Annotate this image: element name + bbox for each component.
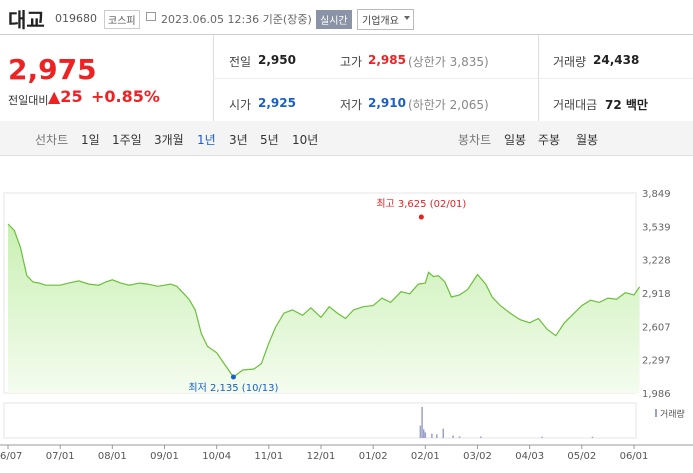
volume-frame bbox=[3, 402, 637, 439]
compare-label: 전일대비 bbox=[8, 94, 49, 107]
calendar-icon bbox=[146, 12, 156, 21]
chart-marks: 최고 3,625 (02/01) 최저 2,135 (10/13) bbox=[188, 198, 466, 394]
change-amount: ▲25 bbox=[48, 87, 83, 106]
volume-bar bbox=[424, 432, 427, 438]
price-summary: 2,975 전일대비 ▲25 +0.85% 전일 2,950 고가 2,985 … bbox=[0, 34, 693, 122]
stock-code: 019680 bbox=[55, 12, 97, 25]
low-label: 저가 bbox=[340, 98, 363, 112]
stock-header: 대교 019680 코스피 2023.06.05 12:36 기준(장중) 실시… bbox=[0, 0, 693, 34]
upper-limit: (상한가 3,835) bbox=[408, 55, 489, 69]
price-area bbox=[8, 224, 640, 393]
price-chart: 최고 3,625 (02/01)최저 2,135 (10/13) 3,8493,… bbox=[0, 189, 693, 462]
tab-daily[interactable]: 일봉 bbox=[504, 133, 527, 147]
tab-5y[interactable]: 5년 bbox=[260, 133, 279, 147]
volume-legend-label: 거래량 bbox=[660, 408, 685, 420]
timestamp: 2023.06.05 12:36 기준(장중) bbox=[161, 13, 312, 26]
volume-bar bbox=[431, 433, 433, 438]
x-tick-label: 06/01 bbox=[620, 451, 649, 462]
open-value: 2,925 bbox=[258, 96, 296, 110]
company-info-dropdown[interactable]: 기업개요 bbox=[357, 9, 414, 30]
x-tick-label: 03/02 bbox=[463, 451, 492, 462]
low-point-marker bbox=[230, 374, 236, 380]
x-tick-label: 05/02 bbox=[567, 451, 596, 462]
volume-label: 거래량 bbox=[553, 55, 587, 69]
y-tick-label: 3,228 bbox=[642, 256, 671, 267]
volume-value: 24,438 bbox=[593, 53, 640, 67]
y-tick-label: 2,918 bbox=[642, 289, 671, 300]
chart-tabs: 선차트 1일 1주일 3개월 1년 3년 5년 10년 봉차트 일봉 주봉 월봉 bbox=[0, 121, 693, 156]
volume-bar bbox=[591, 436, 594, 438]
x-tick-label: 04/03 bbox=[515, 451, 544, 462]
high-label: 고가 bbox=[340, 55, 363, 69]
x-tick-label: 07/01 bbox=[46, 451, 75, 462]
volume-bars: 거래량 bbox=[419, 407, 685, 438]
prev-close-label: 전일 bbox=[229, 55, 252, 69]
open-label: 시가 bbox=[229, 98, 252, 112]
candle-chart-label: 봉차트 bbox=[458, 133, 492, 147]
volume-bar bbox=[442, 428, 445, 438]
y-tick-label: 3,539 bbox=[642, 222, 671, 233]
x-tick-label: 11/01 bbox=[254, 451, 283, 462]
y-tick-label: 3,849 bbox=[642, 189, 671, 200]
tab-3m[interactable]: 3개월 bbox=[154, 133, 184, 147]
x-tick-label: 09/01 bbox=[150, 451, 179, 462]
lower-limit: (하한가 2,065) bbox=[408, 98, 489, 112]
realtime-button[interactable]: 실시간 bbox=[316, 10, 352, 29]
high-point-marker bbox=[418, 214, 424, 220]
x-tick-label: 06/07 bbox=[0, 451, 22, 462]
volume-legend-swatch bbox=[655, 409, 657, 417]
high-point-label: 최고 3,625 (02/01) bbox=[376, 198, 466, 210]
y-tick-label: 2,297 bbox=[642, 356, 671, 367]
stock-name: 대교 bbox=[8, 8, 45, 32]
tab-1y[interactable]: 1년 bbox=[197, 133, 216, 147]
line-chart-label: 선차트 bbox=[35, 133, 69, 147]
amount-value: 72 백만 bbox=[605, 98, 648, 112]
current-price: 2,975 bbox=[8, 53, 97, 86]
volume-bar bbox=[421, 407, 423, 438]
y-axis: 3,849 3,539 3,228 2,918 2,607 2,297 1,986 bbox=[642, 189, 671, 400]
volume-bar bbox=[452, 435, 454, 438]
company-info-label: 기업개요 bbox=[362, 16, 399, 27]
x-tick-label: 08/01 bbox=[98, 451, 127, 462]
low-point-label: 최저 2,135 (10/13) bbox=[188, 382, 278, 394]
price-line bbox=[7, 223, 641, 378]
tab-3y[interactable]: 3년 bbox=[229, 133, 248, 147]
tab-1d[interactable]: 1일 bbox=[81, 133, 100, 147]
chevron-down-icon bbox=[403, 16, 410, 20]
volume-bar bbox=[458, 436, 461, 438]
x-axis: 06/07 07/01 08/01 09/01 10/04 11/01 12/01 01/02… bbox=[0, 445, 648, 462]
x-tick-label: 02/01 bbox=[411, 451, 440, 462]
tab-monthly[interactable]: 월봉 bbox=[576, 133, 599, 147]
y-tick-label: 2,607 bbox=[642, 322, 671, 333]
x-tick-label: 12/01 bbox=[307, 451, 336, 462]
volume-bar bbox=[422, 429, 425, 438]
tab-10y[interactable]: 10년 bbox=[292, 133, 319, 147]
x-tick-label: 10/04 bbox=[202, 451, 231, 462]
market-badge: 코스피 bbox=[104, 10, 140, 29]
y-tick-label: 1,986 bbox=[642, 389, 671, 400]
x-tick-label: 01/02 bbox=[359, 451, 388, 462]
prev-close-value: 2,950 bbox=[258, 53, 296, 67]
amount-label: 거래대금 bbox=[553, 98, 598, 112]
divider bbox=[213, 78, 693, 79]
volume-bar bbox=[480, 436, 482, 438]
volume-bar bbox=[541, 436, 543, 438]
high-value: 2,985 bbox=[368, 53, 406, 67]
volume-bar bbox=[436, 434, 438, 438]
change-percent: +0.85% bbox=[91, 87, 160, 106]
volume-bar bbox=[419, 425, 422, 438]
low-value: 2,910 bbox=[368, 96, 406, 110]
tab-weekly[interactable]: 주봉 bbox=[538, 133, 561, 147]
tab-1w[interactable]: 1주일 bbox=[112, 133, 142, 147]
